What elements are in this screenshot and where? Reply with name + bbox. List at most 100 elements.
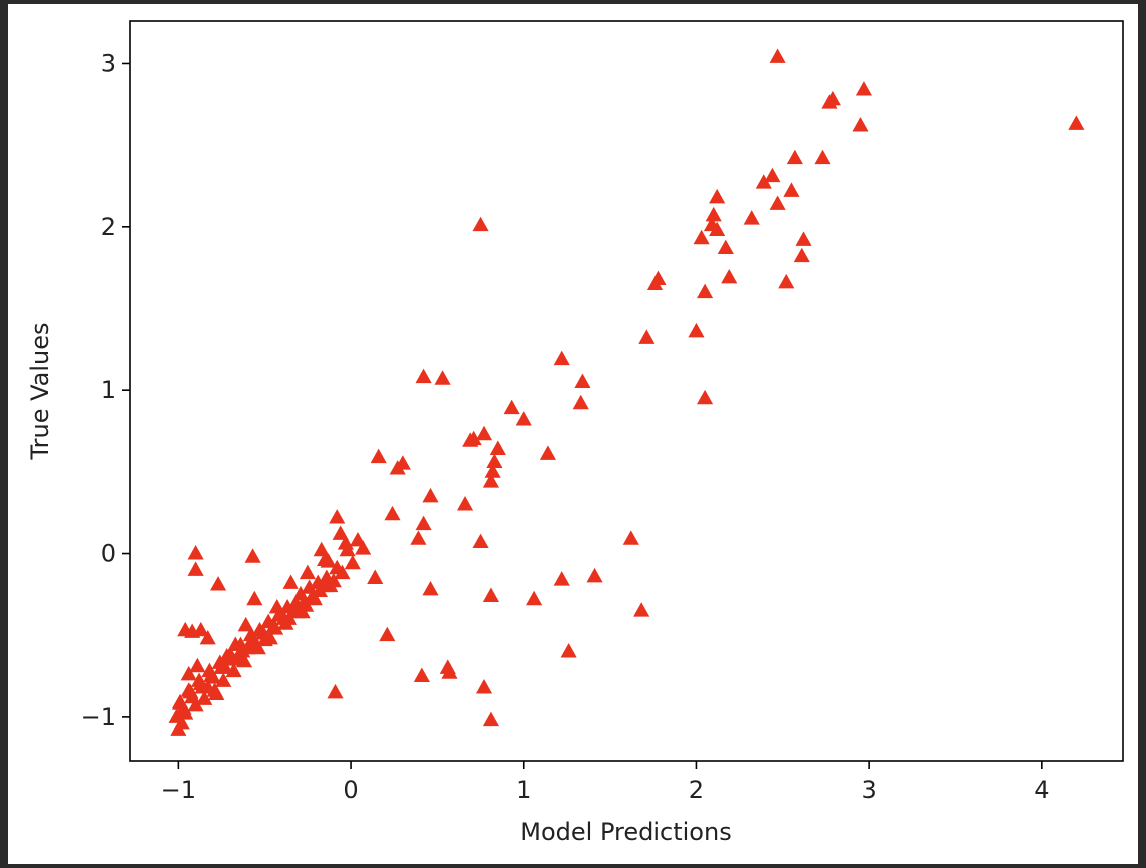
data-point — [586, 567, 603, 583]
data-point — [311, 582, 329, 598]
data-point — [852, 117, 869, 132]
data-point — [764, 167, 781, 183]
data-point — [709, 221, 726, 237]
data-point — [721, 268, 738, 284]
data-point — [189, 657, 206, 673]
data-point — [422, 487, 439, 503]
data-point — [237, 616, 254, 632]
data-point — [282, 574, 299, 589]
data-point — [475, 678, 493, 694]
data-point — [339, 541, 356, 557]
data-point — [322, 577, 339, 593]
data-points — [168, 48, 1085, 736]
y-axis-ticks: −1 0 1 2 3 — [81, 49, 130, 731]
data-point — [177, 621, 194, 637]
data-point — [553, 350, 570, 366]
data-point — [180, 665, 197, 681]
data-point — [367, 569, 384, 584]
data-point — [622, 530, 639, 545]
data-point — [177, 705, 194, 720]
data-point — [482, 711, 500, 727]
data-point — [208, 685, 225, 700]
data-point — [646, 275, 664, 290]
x-tick-label: 0 — [343, 776, 358, 804]
y-tick-label: 2 — [101, 213, 116, 241]
data-point — [266, 620, 284, 635]
data-point — [697, 283, 714, 299]
data-point — [199, 629, 216, 645]
data-point — [484, 463, 501, 478]
data-point — [298, 597, 315, 612]
data-point — [244, 548, 261, 563]
data-point — [289, 603, 306, 619]
data-point — [795, 231, 812, 246]
data-point — [462, 432, 479, 447]
data-point — [204, 669, 221, 684]
data-point — [688, 322, 705, 338]
x-axis-ticks: −1 0 1 2 3 4 — [161, 761, 1049, 804]
data-point — [332, 525, 349, 540]
data-point — [769, 48, 786, 63]
data-point — [486, 453, 503, 469]
x-tick-label: 1 — [516, 776, 531, 804]
data-point — [793, 247, 810, 263]
data-point — [553, 571, 570, 586]
data-point — [633, 602, 650, 617]
x-tick-label: 2 — [689, 776, 704, 804]
y-tick-label: 1 — [101, 376, 116, 404]
data-point — [482, 587, 500, 602]
data-point — [475, 425, 493, 441]
data-point — [218, 647, 235, 663]
data-point — [313, 541, 330, 557]
data-point — [415, 515, 432, 531]
data-point — [515, 411, 532, 426]
y-tick-label: −1 — [81, 703, 116, 731]
data-point — [187, 696, 204, 712]
data-point — [246, 590, 263, 606]
data-point — [215, 672, 232, 687]
data-point — [227, 636, 244, 651]
x-tick-label: 3 — [861, 776, 876, 804]
data-point — [434, 370, 451, 385]
data-point — [249, 639, 266, 655]
data-point — [187, 561, 204, 576]
data-point — [472, 533, 489, 549]
data-point — [743, 210, 760, 225]
data-point — [441, 664, 458, 679]
data-point — [327, 683, 344, 699]
data-point — [329, 509, 346, 524]
data-point — [769, 195, 786, 210]
data-point — [1068, 115, 1085, 130]
data-point — [574, 373, 591, 388]
x-tick-label: 4 — [1034, 776, 1049, 804]
data-point — [235, 652, 253, 668]
data-point — [216, 659, 234, 674]
data-point — [196, 690, 213, 705]
data-point — [268, 598, 285, 614]
data-point — [697, 389, 714, 405]
data-point — [717, 239, 734, 255]
data-point — [370, 448, 387, 464]
data-point — [422, 580, 439, 596]
data-point — [560, 643, 577, 658]
data-point — [239, 639, 256, 655]
data-point — [317, 551, 334, 567]
data-point — [489, 440, 506, 455]
data-point — [379, 626, 396, 642]
y-tick-label: 0 — [101, 540, 116, 568]
data-point — [261, 629, 278, 645]
data-point — [306, 590, 323, 606]
data-point — [855, 81, 873, 96]
data-point — [413, 667, 430, 683]
data-point — [344, 554, 361, 570]
data-point — [355, 540, 372, 555]
data-point — [482, 473, 500, 488]
data-point — [755, 174, 772, 189]
data-point — [172, 693, 189, 709]
plot-area — [129, 20, 1124, 762]
data-point — [472, 216, 489, 232]
data-point — [705, 206, 722, 222]
data-point — [786, 149, 803, 165]
data-point — [299, 564, 316, 580]
data-point — [814, 149, 831, 165]
